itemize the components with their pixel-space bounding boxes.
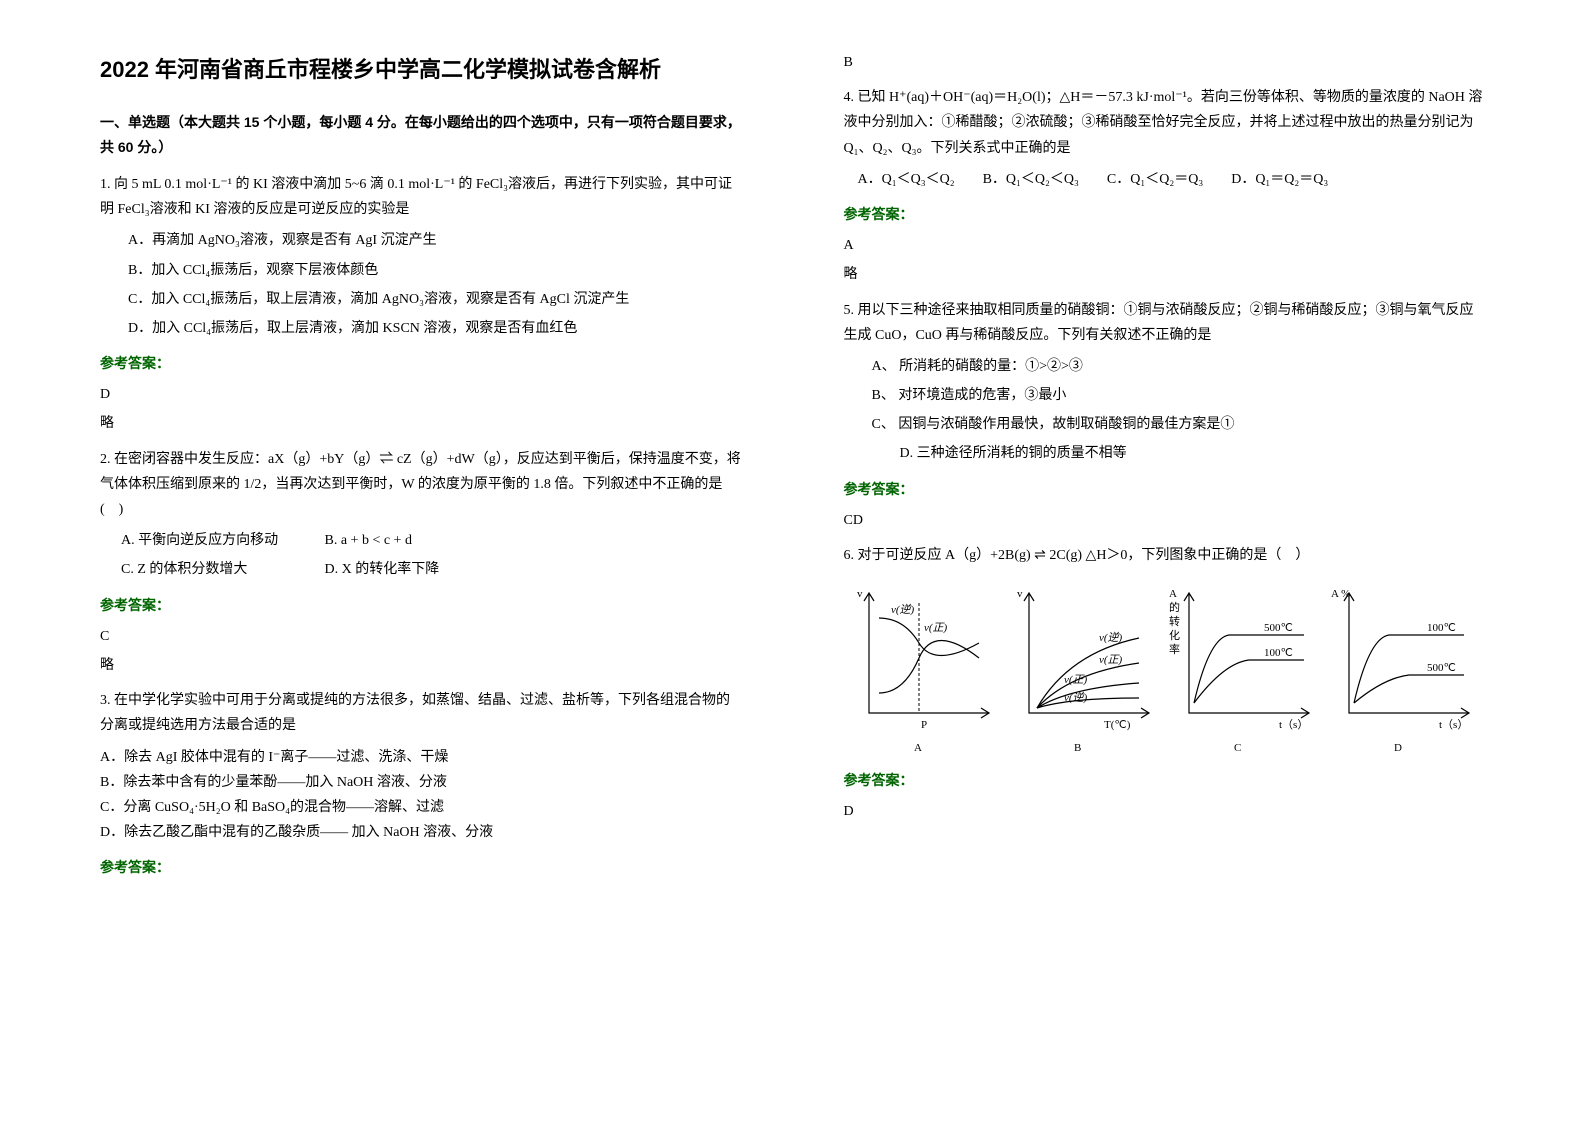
q2-row-ab: A. 平衡向逆反应方向移动 B. a + b < c + d (100, 528, 744, 553)
q3-answer-label: 参考答案： (100, 855, 744, 880)
q1-option-b: B．加入 CCl₄振荡后，观察下层液体颜色 (100, 258, 744, 283)
svg-text:D: D (1394, 742, 1402, 754)
svg-text:A %: A % (1331, 588, 1350, 600)
svg-text:500℃: 500℃ (1264, 622, 1293, 634)
q6-answer: D (844, 799, 1488, 824)
q2-answer-label: 参考答案： (100, 593, 744, 618)
q1-option-c: C．加入 CCl₄振荡后，取上层清液，滴加 AgNO₃溶液，观察是否有 AgCl… (100, 287, 744, 312)
svg-text:率: 率 (1169, 642, 1180, 656)
svg-text:B: B (1074, 742, 1081, 754)
q1-stem: 1. 向 5 mL 0.1 mol·L⁻¹ 的 KI 溶液中滴加 5~6 滴 0… (100, 172, 744, 222)
q2-stem: 2. 在密闭容器中发生反应：aX（g）+bY（g）⇌ cZ（g）+dW（g），反… (100, 447, 744, 523)
svg-text:t（s）: t（s） (1439, 718, 1468, 731)
page-title: 2022 年河南省商丘市程楼乡中学高二化学模拟试卷含解析 (100, 50, 744, 90)
q2-option-d: D. X 的转化率下降 (325, 557, 525, 582)
q3-option-a: A．除去 AgI 胶体中混有的 I⁻离子——过滤、洗涤、干燥 (100, 745, 744, 770)
q5-option-b: B、 对环境造成的危害，③最小 (844, 383, 1488, 408)
svg-text:T(℃): T(℃) (1104, 719, 1131, 731)
svg-text:A: A (1169, 588, 1177, 600)
q1-expl: 略 (100, 411, 744, 436)
q1-answer-label: 参考答案： (100, 351, 744, 376)
svg-text:v: v (857, 588, 863, 600)
q3-option-d: D．除去乙酸乙酯中混有的乙酸杂质—— 加入 NaOH 溶液、分液 (100, 820, 744, 845)
svg-text:100℃: 100℃ (1264, 647, 1293, 659)
q2-row-cd: C. Z 的体积分数增大 D. X 的转化率下降 (100, 557, 744, 582)
svg-text:v(逆): v(逆) (1099, 631, 1123, 644)
q6-stem: 6. 对于可逆反应 A（g）+2B(g) ⇌ 2C(g) △H＞0，下列图象中正… (844, 543, 1488, 568)
svg-text:转: 转 (1169, 614, 1180, 628)
svg-text:A: A (914, 742, 922, 754)
svg-text:v(正): v(正) (1099, 654, 1123, 666)
svg-text:v(逆): v(逆) (1064, 691, 1088, 704)
q2-expl: 略 (100, 653, 744, 678)
svg-text:C: C (1234, 742, 1241, 754)
q5-option-c: C、 因铜与浓硝酸作用最快，故制取硝酸铜的最佳方案是① (844, 412, 1488, 437)
q3-stem: 3. 在中学化学实验中可用于分离或提纯的方法很多，如蒸馏、结晶、过滤、盐析等，下… (100, 688, 744, 738)
svg-text:100℃: 100℃ (1427, 622, 1456, 634)
q6-svg: v v(逆) v(正) P A v v(逆) v(正) (844, 578, 1484, 758)
q3-option-c: C．分离 CuSO₄·5H₂O 和 BaSO₄的混合物——溶解、过滤 (100, 795, 744, 820)
q5-answer: CD (844, 508, 1488, 533)
svg-text:v(逆): v(逆) (891, 603, 915, 616)
q4-answer-label: 参考答案： (844, 202, 1488, 227)
q3-option-b: B．除去苯中含有的少量苯酚——加入 NaOH 溶液、分液 (100, 770, 744, 795)
section-header-1: 一、单选题（本大题共 15 个小题，每小题 4 分。在每小题给出的四个选项中，只… (100, 110, 744, 160)
svg-text:v(正): v(正) (924, 622, 948, 634)
q4-expl: 略 (844, 262, 1488, 287)
q4-stem: 4. 已知 H⁺(aq)＋OH⁻(aq)＝H₂O(l)；△H＝－57.3 kJ·… (844, 85, 1488, 161)
q6-answer-label: 参考答案： (844, 768, 1488, 793)
q2-option-b: B. a + b < c + d (325, 528, 525, 553)
svg-text:500℃: 500℃ (1427, 662, 1456, 674)
svg-text:化: 化 (1169, 628, 1180, 642)
q1-option-a: A．再滴加 AgNO₃溶液，观察是否有 AgI 沉淀产生 (100, 228, 744, 253)
q2-answer: C (100, 624, 744, 649)
q2-option-a: A. 平衡向逆反应方向移动 (121, 528, 321, 553)
svg-text:P: P (921, 719, 927, 731)
q6-charts: v v(逆) v(正) P A v v(逆) v(正) (844, 578, 1488, 758)
svg-text:的: 的 (1169, 600, 1180, 614)
q2-option-c: C. Z 的体积分数增大 (121, 557, 321, 582)
q4-options: A．Q₁＜Q₃＜Q₂ B．Q₁＜Q₂＜Q₃ C．Q₁＜Q₂＝Q₃ D．Q₁＝Q₂… (844, 167, 1488, 192)
q5-stem: 5. 用以下三种途径来抽取相同质量的硝酸铜：①铜与浓硝酸反应；②铜与稀硝酸反应；… (844, 298, 1488, 348)
q3-answer: B (844, 50, 1488, 75)
q1-answer: D (100, 382, 744, 407)
q5-option-d: D. 三种途径所消耗的铜的质量不相等 (844, 441, 1488, 466)
svg-text:v(正): v(正) (1064, 674, 1088, 686)
q1-option-d: D．加入 CCl₄振荡后，取上层清液，滴加 KSCN 溶液，观察是否有血红色 (100, 316, 744, 341)
q5-option-a: A、 所消耗的硝酸的量：①>②>③ (844, 354, 1488, 379)
q4-answer: A (844, 233, 1488, 258)
svg-text:t（s）: t（s） (1279, 718, 1308, 731)
svg-text:v: v (1017, 588, 1023, 600)
q5-answer-label: 参考答案： (844, 477, 1488, 502)
